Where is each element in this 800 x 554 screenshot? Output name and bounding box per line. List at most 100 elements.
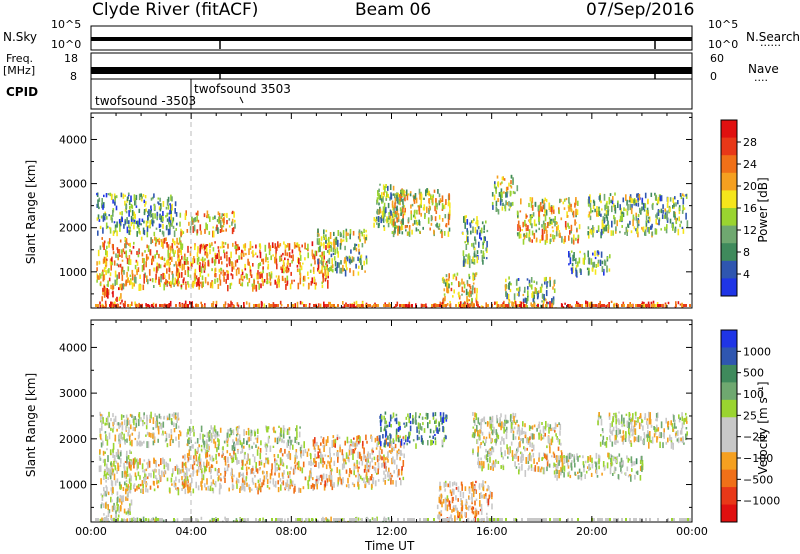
heatmap-cell: [102, 417, 104, 424]
heatmap-cell: [199, 270, 202, 277]
heatmap-cell: [153, 481, 155, 486]
heatmap-cell: [292, 444, 294, 450]
heatmap-cell: [274, 279, 276, 285]
heatmap-cell: [481, 431, 484, 436]
heatmap-cell: [384, 480, 386, 485]
heatmap-cell: [209, 485, 212, 492]
heatmap-cell: [102, 503, 105, 508]
heatmap-cell: [499, 441, 502, 445]
heatmap-cell: [126, 258, 129, 265]
heatmap-cell: [452, 274, 455, 280]
heatmap-cell: [126, 226, 129, 234]
heatmap-cell: [313, 458, 315, 462]
heatmap-cell: [305, 304, 307, 307]
heatmap-cell: [156, 480, 158, 485]
heatmap-cell: [480, 508, 483, 515]
heatmap-cell: [99, 283, 102, 286]
heatmap-cell: [397, 225, 399, 232]
heatmap-cell: [453, 481, 456, 486]
heatmap-cell: [379, 183, 381, 186]
heatmap-cell: [466, 296, 468, 303]
heatmap-cell: [223, 457, 226, 460]
heatmap-cell: [230, 467, 233, 475]
heatmap-cell: [622, 212, 625, 217]
heatmap-cell: [215, 460, 218, 464]
heatmap-cell: [394, 193, 396, 199]
heatmap-cell: [385, 438, 387, 445]
heatmap-cell: [146, 220, 149, 224]
heatmap-cell: [586, 301, 589, 308]
heatmap-cell: [146, 441, 148, 448]
heatmap-cell: [114, 465, 117, 470]
heatmap-cell: [485, 448, 487, 453]
heatmap-cell: [309, 470, 311, 477]
heatmap-cell: [477, 511, 480, 515]
heatmap-cell: [296, 242, 298, 246]
heatmap-cell: [136, 251, 138, 255]
heatmap-cell: [549, 301, 551, 308]
heatmap-cell: [339, 446, 341, 453]
heatmap-cell: [189, 446, 192, 451]
heatmap-cell: [156, 252, 158, 255]
heatmap-cell: [503, 300, 505, 305]
heatmap-cell: [114, 415, 117, 422]
heatmap-cell: [140, 223, 142, 226]
heatmap-cell: [152, 213, 154, 219]
heatmap-cell: [158, 237, 161, 240]
heatmap-cell: [298, 487, 300, 493]
heatmap-cell: [460, 511, 463, 515]
heatmap-cell: [443, 293, 446, 296]
heatmap-cell: [449, 300, 451, 304]
heatmap-cell: [190, 261, 192, 268]
heatmap-cell: [685, 194, 687, 197]
heatmap-cell: [428, 205, 431, 211]
heatmap-cell: [455, 304, 457, 307]
heatmap-cell: [409, 425, 412, 432]
heatmap-cell: [448, 194, 451, 200]
heatmap-cell: [379, 419, 382, 427]
heatmap-cell: [297, 269, 299, 273]
heatmap-cell: [329, 474, 331, 479]
heatmap-cell: [592, 262, 594, 269]
heatmap-cell: [144, 473, 146, 477]
heatmap-cell: [420, 193, 423, 200]
heatmap-cell: [361, 477, 364, 481]
heatmap-cell: [153, 267, 155, 272]
heatmap-cell: [358, 248, 360, 254]
heatmap-cell: [561, 236, 563, 243]
heatmap-cell: [124, 220, 126, 224]
heatmap-cell: [299, 446, 302, 452]
heatmap-cell: [339, 243, 342, 250]
heatmap-cell: [322, 464, 324, 468]
heatmap-cell: [495, 189, 497, 194]
heatmap-cell: [118, 481, 121, 486]
heatmap-cell: [386, 191, 388, 197]
heatmap-cell: [236, 438, 238, 446]
heatmap-cell: [132, 222, 134, 225]
heatmap-cell: [155, 475, 157, 479]
heatmap-cell: [602, 230, 605, 234]
heatmap-cell: [108, 422, 111, 428]
heatmap-cell: [519, 227, 521, 232]
heatmap-cell: [457, 498, 459, 502]
heatmap-cell: [146, 275, 148, 283]
heatmap-cell: [579, 304, 581, 307]
heatmap-cell: [207, 281, 209, 286]
heatmap-cell: [674, 211, 676, 215]
heatmap-cell: [175, 487, 177, 490]
heatmap-cell: [225, 279, 227, 284]
heatmap-cell: [367, 451, 370, 459]
heatmap-cell: [248, 430, 250, 436]
heatmap-cell: [118, 456, 121, 460]
heatmap-cell: [371, 436, 373, 442]
heatmap-cell: [347, 232, 349, 236]
heatmap-cell: [552, 296, 555, 301]
heatmap-cell: [287, 270, 290, 273]
heatmap-cell: [384, 214, 386, 217]
heatmap-cell: [657, 306, 660, 308]
heatmap-cell: [124, 209, 127, 212]
heatmap-cell: [394, 227, 396, 233]
heatmap-cell: [461, 278, 463, 285]
heatmap-cell: [194, 244, 196, 251]
heatmap-cell: [319, 254, 321, 257]
